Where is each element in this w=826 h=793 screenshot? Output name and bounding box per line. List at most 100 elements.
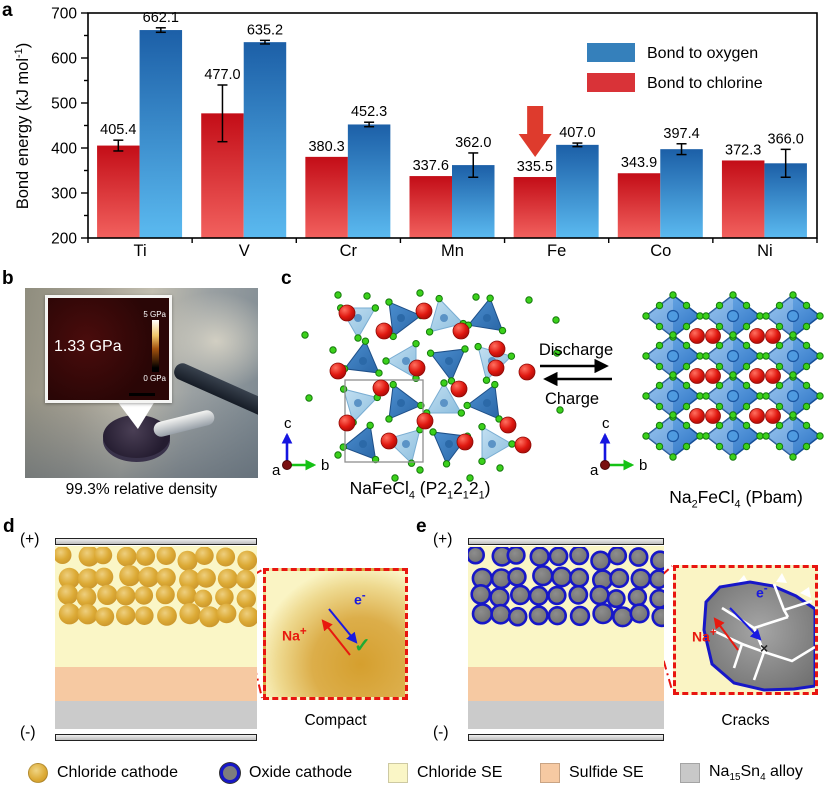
colorbar-min: 0 GPa xyxy=(143,374,166,383)
spall-fragment xyxy=(800,587,811,598)
a-axis-dot-icon xyxy=(600,460,610,470)
svg-text:405.4: 405.4 xyxy=(100,122,136,138)
svg-text:Bond energy (kJ mol-1): Bond energy (kJ mol-1) xyxy=(13,43,32,210)
svg-text:b: b xyxy=(639,457,647,474)
panel-label-a: a xyxy=(2,0,13,21)
cracked-particle-drawing xyxy=(702,573,815,692)
oxide-cathode-swatch xyxy=(220,763,240,783)
svg-text:a: a xyxy=(272,462,281,479)
bond-energy-bar-chart: 200 300 400 500 600 700 Ti V Cr Mn Fe Co Ni 405.4 662.… xyxy=(13,6,818,258)
electron-label: e- xyxy=(756,582,768,601)
svg-text:Co: Co xyxy=(650,242,671,258)
svg-text:Ni: Ni xyxy=(757,242,773,258)
panel-label-e: e xyxy=(416,516,427,537)
legend-label: Oxide cathode xyxy=(249,764,353,781)
svg-text:V: V xyxy=(239,242,250,258)
svg-text:300: 300 xyxy=(51,186,77,203)
svg-text:500: 500 xyxy=(51,96,77,113)
svg-text:362.0: 362.0 xyxy=(455,135,491,151)
cracked-particle-inset: Na+ e- × xyxy=(673,565,818,695)
check-icon: ✓ xyxy=(354,635,371,657)
svg-text:Ti: Ti xyxy=(134,242,147,258)
plus-terminal-d: (+) xyxy=(20,531,40,548)
nafecl4-structure xyxy=(301,289,564,482)
alloy-layer-d xyxy=(55,701,257,729)
photo-caption: 99.3% relative density xyxy=(65,481,218,498)
alloy-layer-e xyxy=(468,701,664,729)
legend-item-sulfide-se: Sulfide SE xyxy=(540,760,644,786)
right-formula: Na2FeCl4 (Pbam) xyxy=(669,487,803,511)
compact-inset-arrows xyxy=(321,608,358,656)
alloy-swatch xyxy=(680,763,700,783)
hardness-value: 1.33 GPa xyxy=(54,338,122,355)
compact-caption: Compact xyxy=(304,712,367,729)
svg-text:343.9: 343.9 xyxy=(621,155,657,171)
minus-terminal-d: (-) xyxy=(20,724,36,741)
legend-label: Chloride cathode xyxy=(57,764,178,781)
electron-label: e- xyxy=(354,589,366,608)
svg-text:662.1: 662.1 xyxy=(143,10,179,26)
svg-text:366.0: 366.0 xyxy=(768,131,804,147)
svg-text:b: b xyxy=(321,457,329,474)
cracks xyxy=(711,583,815,681)
legend-label: Na15Sn4 alloy xyxy=(709,762,803,784)
sulfide-se-swatch xyxy=(540,763,560,783)
sulfide-se-layer-e xyxy=(468,667,664,701)
top-electrode-d xyxy=(55,538,257,545)
cross-icon: × xyxy=(760,640,769,656)
oxide-cathode-particles xyxy=(468,547,664,628)
pellet-photo: 1.33 GPa 5 GPa 0 GPa xyxy=(25,288,258,478)
svg-text:600: 600 xyxy=(51,51,77,68)
legend-item-oxide-cathode: Oxide cathode xyxy=(220,760,352,786)
legend-label: Chloride SE xyxy=(417,764,503,781)
na-ion-label: Na+ xyxy=(282,625,307,644)
left-formula: NaFeCl4 (P212121) xyxy=(349,478,491,502)
colorbar xyxy=(152,320,159,372)
chloride-cathode-particles xyxy=(55,547,257,628)
svg-text:700: 700 xyxy=(51,6,77,23)
legend-item-alloy: Na15Sn4 alloy xyxy=(680,760,803,786)
panel-label-c: c xyxy=(281,268,292,289)
discharge-label: Discharge xyxy=(538,341,614,359)
na-ion-arrow-icon xyxy=(713,617,739,651)
svg-text:407.0: 407.0 xyxy=(559,125,595,141)
svg-text:635.2: 635.2 xyxy=(247,22,283,38)
chloride-se-swatch xyxy=(388,763,408,783)
compact-particle-inset: Na+ e- ✓ xyxy=(263,568,408,700)
minus-terminal-e: (-) xyxy=(433,724,449,741)
scale-bar xyxy=(129,393,155,396)
bottom-electrode-d xyxy=(55,734,257,741)
svg-text:452.3: 452.3 xyxy=(351,104,387,120)
electron-arrow-icon xyxy=(328,608,358,644)
down-arrow-icon xyxy=(518,106,552,157)
legend-label: Sulfide SE xyxy=(569,764,644,781)
svg-text:c: c xyxy=(602,415,610,432)
crystal-structures: c b a c b a xyxy=(272,289,824,482)
colorbar-max: 5 GPa xyxy=(143,310,166,319)
electron-arrow-icon xyxy=(729,607,762,641)
svg-text:335.5: 335.5 xyxy=(517,159,553,175)
bottom-electrode-e xyxy=(468,734,664,741)
legend-item-chloride-se: Chloride SE xyxy=(388,760,502,786)
svg-text:c: c xyxy=(284,415,292,432)
svg-text:Bond to chlorine: Bond to chlorine xyxy=(647,75,763,92)
svg-text:337.6: 337.6 xyxy=(413,158,449,174)
svg-text:380.3: 380.3 xyxy=(308,139,344,155)
na-ion-label: Na+ xyxy=(692,626,717,645)
panel-label-d: d xyxy=(3,516,15,537)
svg-text:Fe: Fe xyxy=(547,242,566,258)
top-electrode-e xyxy=(468,538,664,545)
svg-text:400: 400 xyxy=(51,141,77,158)
charge-label: Charge xyxy=(544,390,600,408)
plus-terminal-e: (+) xyxy=(433,531,453,548)
sulfide-se-layer-d xyxy=(55,667,257,701)
spall-fragment xyxy=(776,573,787,583)
cracks-caption: Cracks xyxy=(721,712,770,729)
a-axis-dot-icon xyxy=(282,460,292,470)
na-ion-arrow-icon xyxy=(321,619,351,656)
discharge-charge-arrows xyxy=(540,358,612,387)
chloride-cathode-swatch xyxy=(28,763,48,783)
svg-text:477.0: 477.0 xyxy=(204,67,240,83)
axis-triads: c b a c b a xyxy=(272,415,647,479)
